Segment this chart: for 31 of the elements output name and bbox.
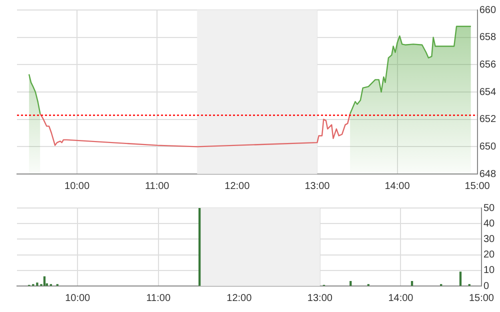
y-tick-label: 0: [483, 280, 490, 292]
x-tick-label: 14:00: [388, 292, 414, 304]
y-tick-label: 50: [483, 202, 496, 214]
bar: [43, 276, 46, 286]
x-tick-label: 11:00: [146, 292, 171, 304]
y-tick-label: 30: [483, 234, 496, 245]
x-tick-label: 13:00: [304, 180, 330, 192]
x-tick-label: 10:00: [65, 292, 91, 304]
y-tick-label: 40: [483, 218, 496, 230]
x-tick-label: 12:00: [226, 292, 252, 304]
x-tick-label: 12:00: [224, 180, 250, 192]
x-tick-label: 15:00: [464, 180, 490, 192]
y-tick-label: 654: [479, 86, 496, 98]
y-tick-label: 10: [483, 265, 496, 276]
bar: [350, 280, 352, 286]
bar: [198, 208, 201, 286]
y-tick-label: 658: [479, 32, 496, 44]
y-tick-label: 660: [479, 4, 496, 16]
y-tick-label: 652: [479, 114, 496, 126]
y-tick-label: 656: [479, 59, 496, 70]
x-tick-label: 15:00: [468, 292, 494, 304]
bar: [410, 280, 414, 286]
bar: [36, 282, 38, 286]
x-tick-label: 14:00: [384, 180, 410, 192]
bar: [459, 272, 462, 286]
y-tick-label: 650: [479, 141, 496, 152]
x-tick-label: 11:00: [144, 180, 170, 192]
x-tick-label: 10:00: [64, 180, 90, 192]
y-tick-label: 648: [479, 168, 496, 180]
y-tick-label: 20: [483, 250, 496, 261]
x-tick-label: 13:00: [307, 292, 333, 304]
